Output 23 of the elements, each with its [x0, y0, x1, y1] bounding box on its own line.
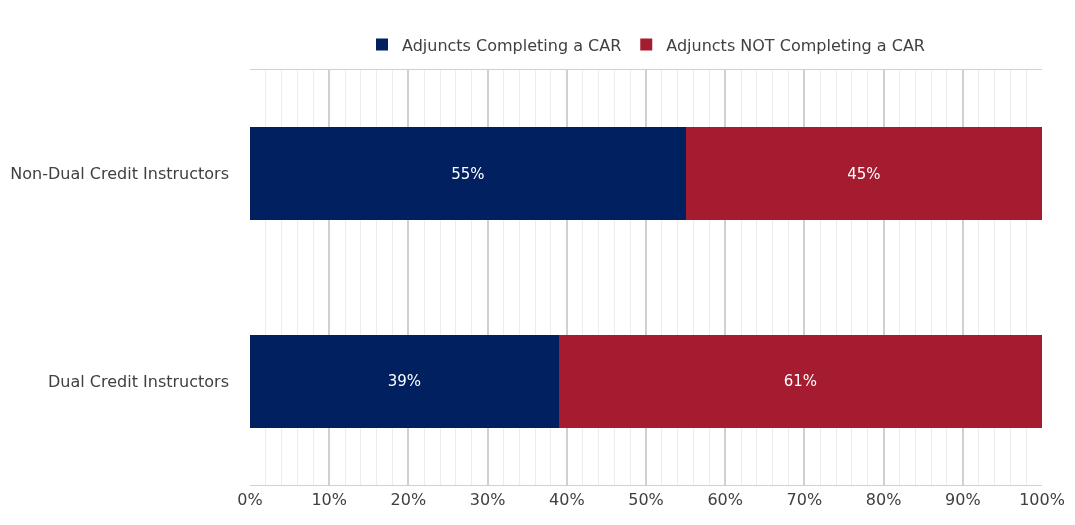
x-tick-label: 80%: [865, 490, 902, 510]
x-tick-label: 30%: [469, 490, 506, 510]
x-tick-label: 0%: [237, 490, 263, 510]
x-tick-label: 50%: [628, 490, 664, 510]
text: 39%: [387, 372, 422, 391]
x-tick-label: 70%: [786, 490, 823, 510]
bar: [685, 127, 1042, 221]
x-tick-label: 90%: [945, 490, 981, 510]
legend-label: Adjuncts Completing a CAR: [402, 35, 622, 55]
text: 61%: [783, 372, 818, 391]
text: 45%: [847, 164, 881, 183]
bar: [558, 334, 1042, 428]
bar: [250, 334, 559, 428]
y-tick-label: Non-Dual Credit Instructors: [10, 164, 229, 184]
y-tick-label: Dual Credit Instructors: [48, 371, 229, 391]
legend-label: Adjuncts NOT Completing a CAR: [666, 35, 925, 55]
x-tick-label: 40%: [549, 490, 585, 510]
x-tick-label: 10%: [311, 490, 347, 510]
x-tick-label: 20%: [390, 490, 427, 510]
x-tick-label: 100%: [1019, 490, 1065, 510]
x-tick-label: 60%: [707, 490, 743, 510]
bar: [250, 127, 686, 221]
text: 55%: [451, 164, 485, 183]
